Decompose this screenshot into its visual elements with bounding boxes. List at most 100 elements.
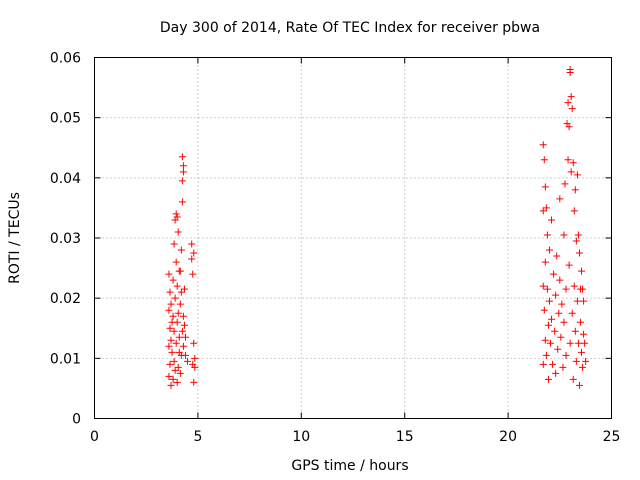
data-point	[552, 369, 560, 377]
data-point	[559, 363, 567, 371]
x-tick-label: 20	[499, 429, 517, 445]
data-point	[166, 324, 174, 332]
data-point	[548, 216, 556, 224]
data-point	[540, 306, 548, 314]
data-point	[580, 330, 588, 338]
data-point	[552, 291, 560, 299]
data-point	[570, 282, 578, 290]
x-tick-labels: 0 5 10 15 20 25	[90, 429, 620, 445]
data-point	[169, 276, 177, 284]
data-point	[541, 258, 549, 266]
data-point	[558, 300, 566, 308]
data-point	[571, 327, 579, 335]
data-point	[565, 123, 573, 131]
data-point	[179, 168, 187, 176]
data-point	[572, 357, 580, 365]
data-point	[578, 267, 586, 275]
data-point	[555, 309, 563, 317]
data-point	[573, 297, 581, 305]
data-point	[568, 309, 576, 317]
data-point	[553, 252, 561, 260]
data-point	[545, 297, 553, 305]
data-point	[542, 204, 550, 212]
data-point	[548, 315, 556, 323]
x-tick-label: 15	[396, 429, 414, 445]
data-point	[178, 153, 186, 161]
data-point	[540, 156, 548, 164]
x-tick-label: 0	[90, 429, 99, 445]
data-point	[562, 285, 570, 293]
y-tick-label: 0.05	[50, 111, 81, 127]
data-point	[165, 372, 173, 380]
data-point	[574, 231, 582, 239]
data-point	[179, 342, 187, 350]
data-point	[543, 285, 551, 293]
data-point	[566, 69, 574, 77]
data-point	[178, 198, 186, 206]
data-point	[177, 288, 185, 296]
data-point	[191, 363, 199, 371]
data-point	[165, 342, 173, 350]
data-point	[190, 339, 198, 347]
data-point	[546, 339, 554, 347]
data-point	[579, 285, 587, 293]
y-tick-label: 0.01	[50, 351, 81, 367]
y-tick-labels: 0 0.01 0.02 0.03 0.04 0.05 0.06	[50, 51, 81, 428]
data-point	[543, 231, 551, 239]
data-point	[166, 360, 174, 368]
data-point	[184, 357, 192, 365]
data-point	[580, 297, 588, 305]
data-point	[179, 162, 187, 170]
data-point	[572, 237, 580, 245]
data-point	[178, 327, 186, 335]
data-point	[567, 93, 575, 101]
data-point	[541, 336, 549, 344]
data-point	[174, 363, 182, 371]
data-point	[578, 348, 586, 356]
data-point	[177, 246, 185, 254]
data-point	[172, 258, 180, 266]
data-point	[566, 339, 574, 347]
data-point	[550, 270, 558, 278]
data-point	[573, 171, 581, 179]
data-point	[171, 294, 179, 302]
data-point	[178, 177, 186, 185]
data-point	[575, 249, 583, 257]
y-tick-label: 0.04	[50, 171, 81, 187]
data-point	[168, 348, 176, 356]
data-point	[169, 375, 177, 383]
data-point	[172, 210, 180, 218]
data-point	[569, 375, 577, 383]
x-tick-label: 5	[193, 429, 202, 445]
data-point	[176, 267, 184, 275]
data-point	[570, 207, 578, 215]
data-point	[571, 186, 579, 194]
y-tick-label: 0	[72, 412, 81, 428]
data-point	[541, 183, 549, 191]
data-point	[549, 360, 557, 368]
data-point	[173, 378, 181, 386]
data-point	[544, 375, 552, 383]
data-point	[190, 249, 198, 257]
data-point	[544, 321, 552, 329]
data-point	[165, 306, 173, 314]
data-point	[180, 285, 188, 293]
data-point	[189, 270, 197, 278]
data-point	[568, 105, 576, 113]
data-point	[167, 336, 175, 344]
data-point	[165, 270, 173, 278]
chart-title: Day 300 of 2014, Rate Of TEC Index for r…	[160, 20, 540, 36]
data-point	[174, 228, 182, 236]
data-point	[167, 300, 175, 308]
data-point	[539, 141, 547, 149]
data-point	[560, 231, 568, 239]
data-point	[175, 333, 183, 341]
data-point	[180, 321, 188, 329]
data-point	[179, 312, 187, 320]
plot-frame	[94, 57, 612, 419]
data-point	[562, 351, 570, 359]
data-point	[542, 351, 550, 359]
x-tick-label: 10	[292, 429, 310, 445]
